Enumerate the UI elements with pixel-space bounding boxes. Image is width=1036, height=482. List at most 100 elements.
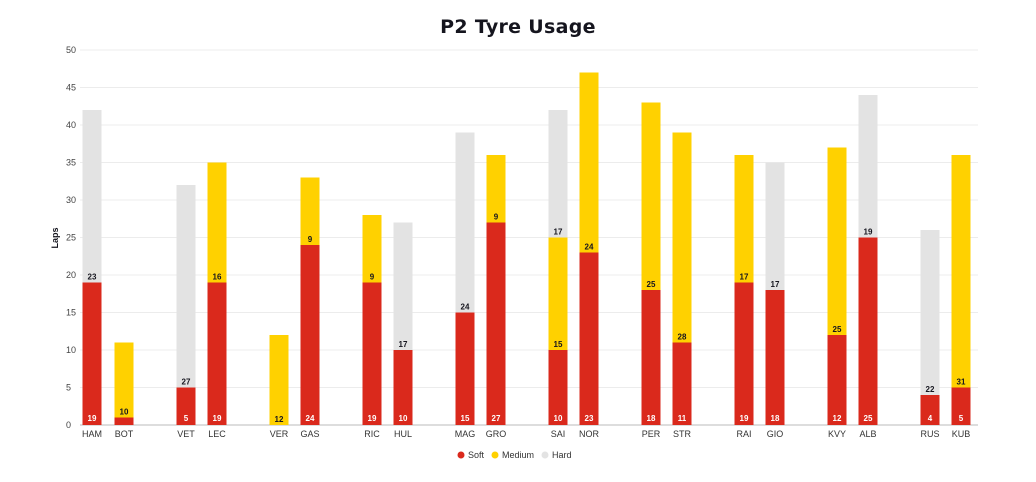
bar-segment-soft (486, 222, 506, 425)
data-label: 19 (740, 414, 749, 423)
y-tick-label: 35 (66, 158, 76, 168)
bar-segment-medium (548, 237, 568, 350)
bar-segment-soft (362, 282, 382, 425)
bar-segment-soft (455, 312, 475, 425)
x-tick-label: GIO (767, 429, 784, 439)
bar-alb: 25 19 (858, 95, 878, 425)
x-tick-label: SAI (551, 429, 566, 439)
legend-label: Hard (552, 450, 572, 460)
bar-segment-soft (641, 290, 661, 425)
data-label: 9 (494, 213, 499, 222)
bar-rus: 4 22 (920, 230, 940, 425)
data-label: 10 (399, 414, 408, 423)
x-tick-label: VER (270, 429, 289, 439)
y-tick-label: 30 (66, 195, 76, 205)
bar-segment-medium (362, 215, 382, 283)
bar-segment-medium (579, 72, 599, 253)
data-label: 9 (308, 235, 313, 244)
data-label: 18 (647, 414, 656, 423)
x-tick-label: PER (642, 429, 661, 439)
x-tick-label: RUS (920, 429, 939, 439)
bar-segment-soft (393, 350, 413, 425)
bar-segment-soft (858, 237, 878, 425)
bar-segment-hard (393, 222, 413, 350)
bar-hul: 10 17 (393, 222, 413, 425)
data-label: 25 (833, 325, 842, 334)
legend-swatch (457, 451, 465, 459)
data-label: 19 (88, 414, 97, 423)
data-label: 4 (928, 414, 933, 423)
x-tick-label: STR (673, 429, 692, 439)
data-label: 15 (461, 414, 470, 423)
bar-segment-medium (269, 335, 289, 425)
bar-segment-soft (548, 350, 568, 425)
data-label: 25 (647, 280, 656, 289)
bar-segment-medium (486, 155, 506, 223)
legend: Soft Medium Hard (457, 450, 572, 460)
data-label: 25 (864, 414, 873, 423)
bar-segment-medium (672, 132, 692, 343)
bar-segment-soft (207, 282, 227, 425)
data-label: 27 (182, 378, 191, 387)
bar-segment-medium (207, 162, 227, 283)
y-tick-label: 15 (66, 308, 76, 318)
data-label: 9 (370, 273, 375, 282)
y-tick-label: 10 (66, 345, 76, 355)
bar-segment-soft (114, 417, 134, 425)
bar-segment-soft (579, 252, 599, 425)
x-tick-label: BOT (115, 429, 134, 439)
y-tick-label: 45 (66, 83, 76, 93)
bar-segment-hard (82, 110, 102, 283)
data-label: 17 (554, 228, 563, 237)
data-label: 22 (926, 385, 935, 394)
bar-ric: 19 9 (362, 215, 382, 425)
data-label: 11 (678, 414, 687, 423)
x-axis: HAM BOT VET LEC VER GAS RIC HUL MAG GRO SAI NOR PER S… (82, 429, 970, 439)
data-label: 24 (461, 303, 470, 312)
bar-segment-medium (641, 102, 661, 290)
bar-sai: 10 15 17 (548, 110, 568, 425)
data-label: 5 (184, 414, 189, 423)
data-label: 24 (306, 414, 315, 423)
bar-segment-hard (176, 185, 196, 388)
bar-segment-soft (951, 387, 971, 425)
bar-segment-medium (300, 177, 320, 245)
data-label: 28 (678, 333, 687, 342)
bar-segment-hard (858, 95, 878, 238)
x-tick-label: GRO (486, 429, 507, 439)
x-tick-label: GAS (300, 429, 319, 439)
legend-item-medium: Medium (491, 450, 534, 460)
y-tick-label: 20 (66, 270, 76, 280)
bar-kvy: 12 25 (827, 147, 847, 425)
bar-segment-hard (455, 132, 475, 313)
bar-segment-medium (734, 155, 754, 283)
x-tick-label: NOR (579, 429, 600, 439)
legend-swatch (491, 451, 499, 459)
bar-segment-medium (114, 342, 134, 418)
bar-segment-soft (176, 387, 196, 425)
bar-segment-soft (300, 245, 320, 425)
x-tick-label: VET (177, 429, 195, 439)
x-tick-label: HAM (82, 429, 102, 439)
bar-segment-soft (765, 290, 785, 425)
data-label: 24 (585, 243, 594, 252)
bar-gas: 24 9 (300, 177, 320, 425)
y-tick-label: 25 (66, 233, 76, 243)
data-label: 23 (585, 414, 594, 423)
bar-segment-hard (765, 162, 785, 290)
bar-segment-soft (827, 335, 847, 425)
bar-segment-soft (920, 395, 940, 425)
legend-label: Medium (502, 450, 534, 460)
bar-str: 11 28 (672, 132, 692, 425)
bar-segment-medium (827, 147, 847, 335)
data-label: 17 (399, 340, 408, 349)
legend-item-soft: Soft (457, 450, 485, 460)
y-tick-label: 50 (66, 45, 76, 55)
chart-title: P2 Tyre Usage (440, 16, 596, 38)
bar-segment-soft (82, 282, 102, 425)
